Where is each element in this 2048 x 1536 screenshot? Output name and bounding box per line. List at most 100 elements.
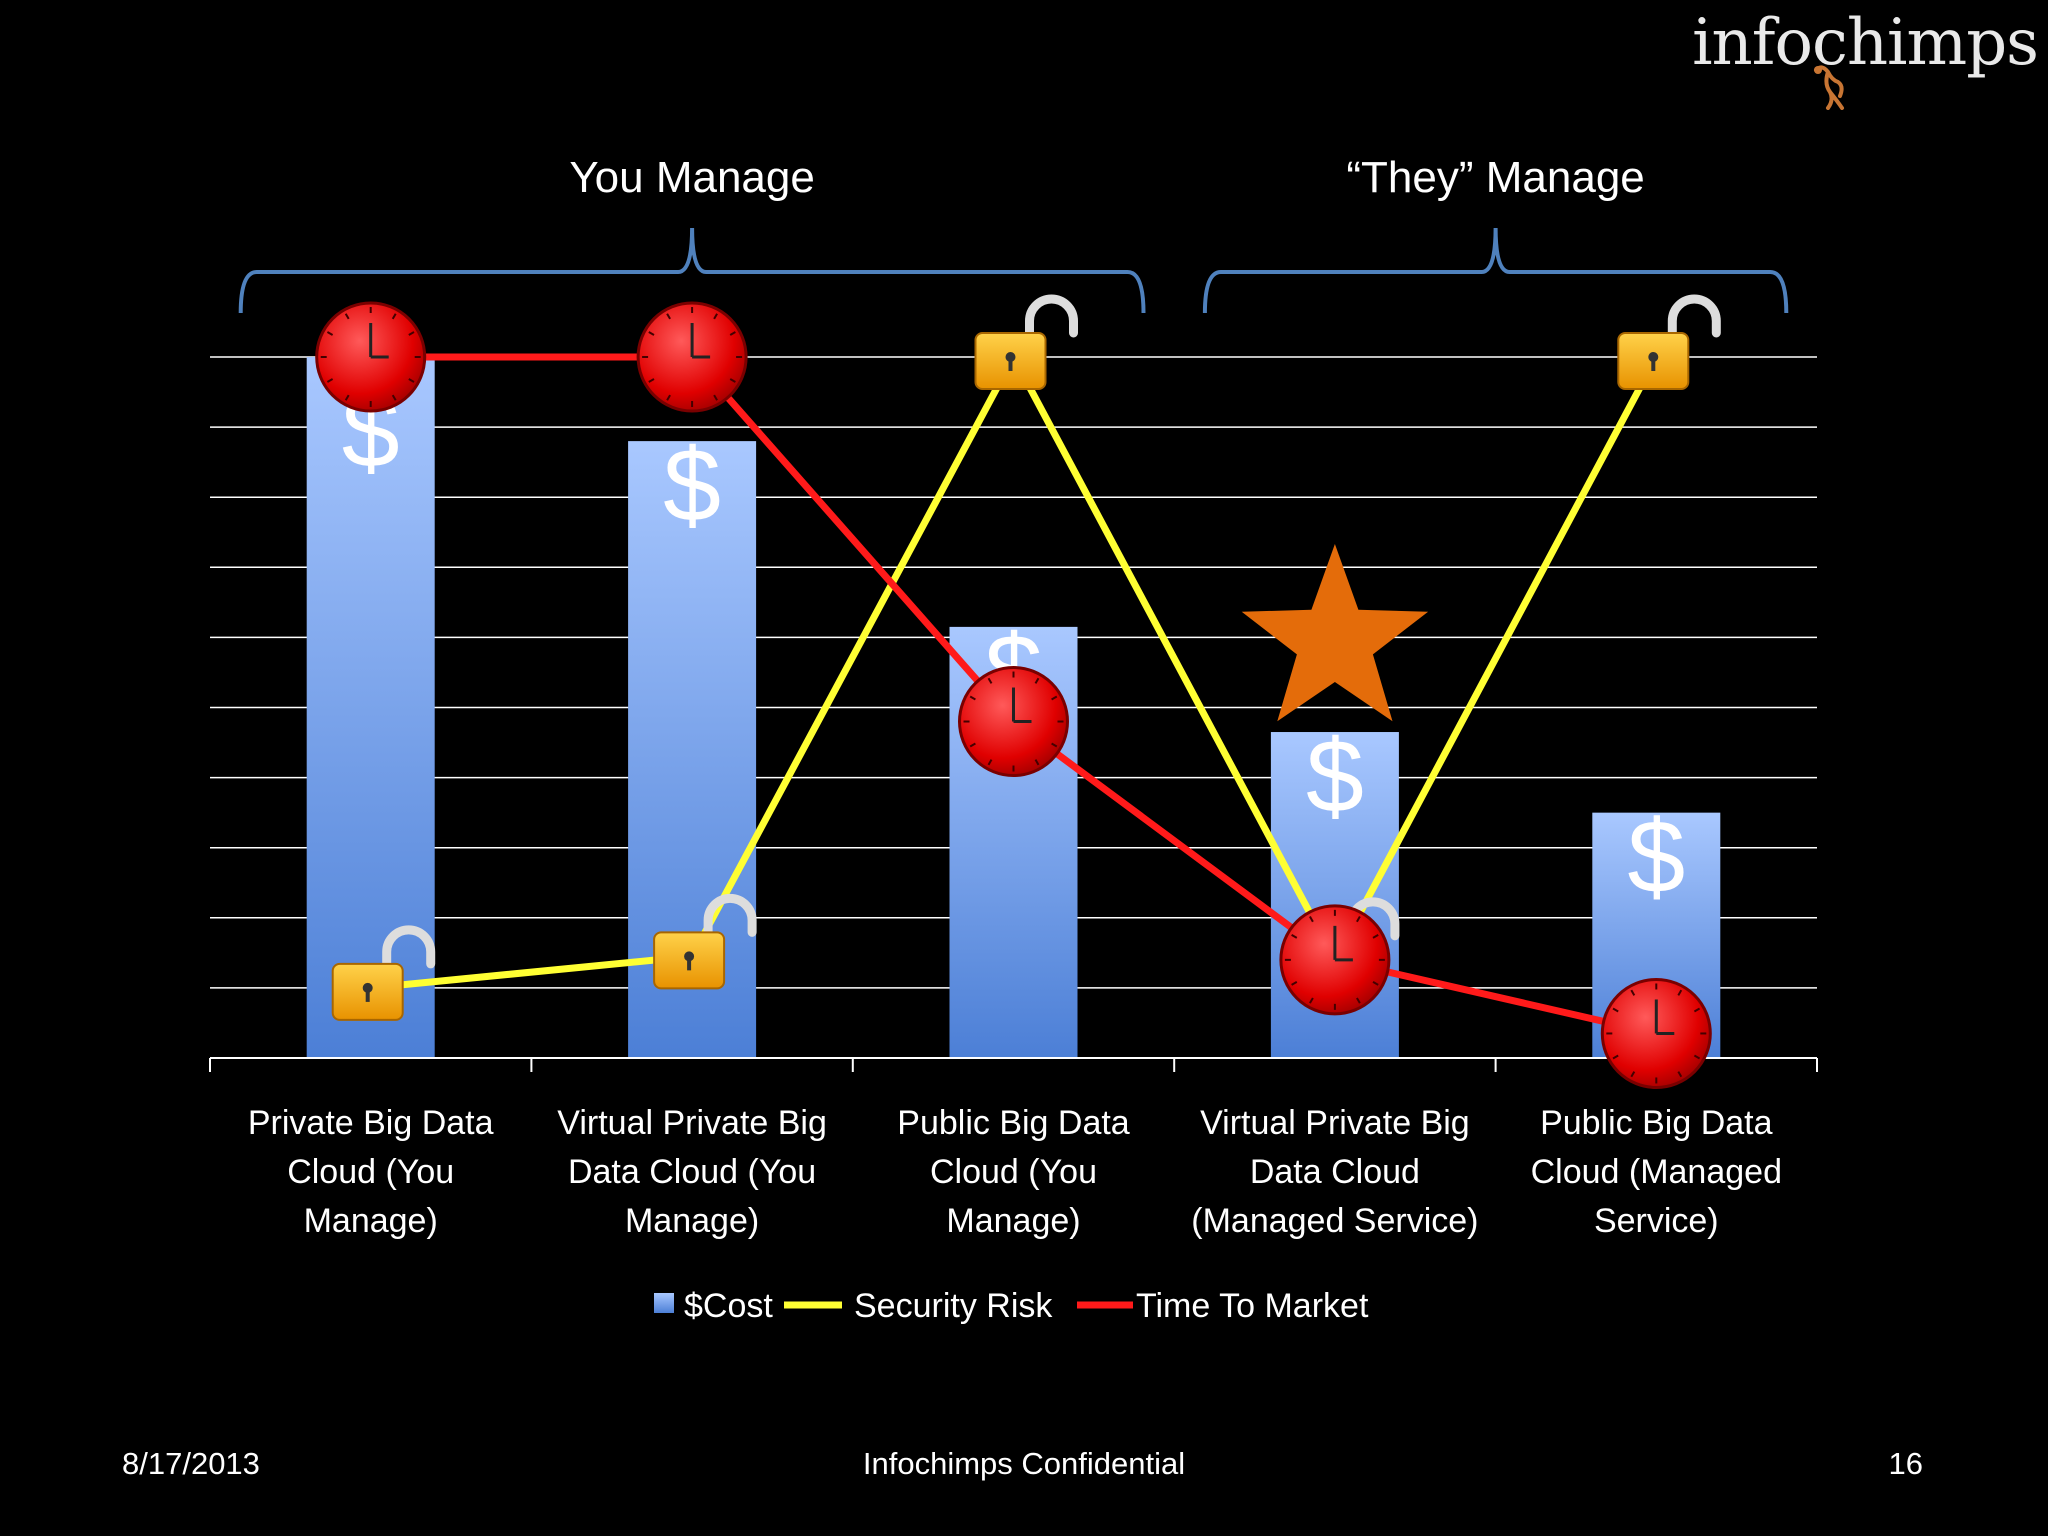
lock-icon <box>974 294 1078 390</box>
clock-tick <box>408 378 415 383</box>
clock-tick <box>1051 695 1058 701</box>
category-label: (Managed Service) <box>1191 1202 1478 1240</box>
manage-brackets: You Manage “They” Manage <box>238 153 1789 314</box>
lock-shackle <box>703 893 757 945</box>
clock-tick <box>1693 1007 1701 1013</box>
footer-date: 8/17/2013 <box>122 1446 260 1481</box>
series-markers <box>315 294 1721 1089</box>
clock-tick <box>1309 916 1314 923</box>
category-label: Virtual Private Big <box>557 1104 827 1142</box>
clock-tick <box>1291 933 1298 939</box>
manage-bracket <box>1202 227 1789 314</box>
clock-tick <box>1291 980 1298 986</box>
clock-tick <box>1693 1054 1701 1060</box>
clock-tick <box>1309 997 1314 1004</box>
clock-tick <box>1630 989 1636 996</box>
clock-tick <box>987 759 993 766</box>
lock-keyhole-slot <box>1008 359 1013 371</box>
clock-tick <box>1034 677 1040 684</box>
category-label: Data Cloud <box>1250 1153 1420 1191</box>
monkey-icon <box>1814 65 1844 110</box>
lock-keyhole <box>362 982 373 993</box>
bracket-label: You Manage <box>569 153 814 202</box>
lock-shackle <box>382 925 436 977</box>
dollar-sign-icon: $ <box>1627 800 1685 916</box>
clock-icon <box>315 301 427 413</box>
legend-label-security: Security Risk <box>854 1287 1053 1325</box>
category-label: Service) <box>1594 1202 1719 1240</box>
infochimps-logo: infochimps <box>1692 6 2039 80</box>
bracket-label: “They” Manage <box>1346 153 1644 202</box>
clock-tick <box>1372 933 1379 939</box>
legend-swatch-cost <box>654 1293 674 1313</box>
clock-tick <box>1356 997 1361 1004</box>
clock-tick <box>1372 980 1379 986</box>
clock-icon <box>636 301 748 413</box>
lock-shackle <box>1025 294 1078 346</box>
cost-bar <box>306 357 435 1058</box>
category-label: Manage) <box>946 1202 1080 1240</box>
clock-tick <box>391 394 397 401</box>
category-label: Virtual Private Big <box>1200 1104 1470 1142</box>
clock-tick <box>1356 916 1361 923</box>
clock-tick <box>344 394 350 401</box>
clock-icon <box>1279 904 1391 1016</box>
clock-tick <box>326 331 334 336</box>
lock-icon <box>331 925 436 1021</box>
legend-label-time: Time To Market <box>1136 1287 1369 1325</box>
lock-keyhole <box>1005 352 1016 362</box>
clock-tick <box>713 313 718 320</box>
clock-tick <box>326 378 334 383</box>
dollar-sign-icon: $ <box>663 428 721 544</box>
category-label: Public Big Data <box>1540 1104 1773 1142</box>
lock-keyhole <box>684 951 695 962</box>
legend: $Cost Security Risk Time To Market <box>654 1287 1369 1325</box>
category-label: Cloud (You <box>930 1153 1097 1191</box>
clock-tick <box>969 695 976 701</box>
clock-tick <box>408 331 415 336</box>
clock-tick <box>1612 1054 1619 1060</box>
clock-tick <box>713 394 718 401</box>
clock-tick <box>344 313 350 320</box>
clock-tick <box>729 378 736 383</box>
cost-bars: $$$$$ <box>306 357 1721 1058</box>
lock-keyhole-slot <box>365 989 370 1002</box>
category-label: Private Big Data <box>248 1104 494 1142</box>
dollar-sign-icon: $ <box>1306 719 1364 835</box>
clock-tick <box>729 331 736 336</box>
category-label: Public Big Data <box>897 1104 1130 1142</box>
lock-icon <box>653 893 757 990</box>
lock-keyhole-slot <box>687 958 692 971</box>
lock-keyhole <box>1648 352 1659 362</box>
category-label: Data Cloud (You <box>568 1153 816 1191</box>
clock-icon <box>1600 977 1712 1089</box>
clock-tick <box>1612 1007 1619 1013</box>
category-labels: Private Big Data Cloud (You Manage) Virtual… <box>248 1104 1782 1240</box>
clock-icon <box>958 666 1069 778</box>
legend-label-cost: $Cost <box>684 1287 773 1325</box>
clock-tick <box>1630 1071 1636 1078</box>
lock-keyhole-slot <box>1651 359 1656 371</box>
clock-tick <box>648 331 655 336</box>
clock-tick <box>648 378 655 383</box>
clock-tick <box>666 313 671 320</box>
category-label: Cloud (Managed <box>1531 1153 1782 1191</box>
category-label: Manage) <box>304 1202 438 1240</box>
category-label: Cloud (You <box>287 1153 454 1191</box>
clock-tick <box>1051 742 1058 748</box>
star-icon <box>1241 544 1429 722</box>
manage-bracket <box>238 227 1146 314</box>
clock-tick <box>969 742 976 748</box>
footer-confidential: Infochimps Confidential <box>862 1446 1186 1481</box>
page-number: 16 <box>1888 1446 1923 1481</box>
clock-tick <box>1034 759 1040 766</box>
x-axis <box>209 1057 1818 1072</box>
clock-tick <box>666 394 671 401</box>
lock-icon <box>1617 294 1721 390</box>
lock-shackle <box>1667 294 1721 346</box>
clock-tick <box>987 677 993 684</box>
clock-tick <box>391 313 397 320</box>
category-label: Manage) <box>625 1202 759 1240</box>
